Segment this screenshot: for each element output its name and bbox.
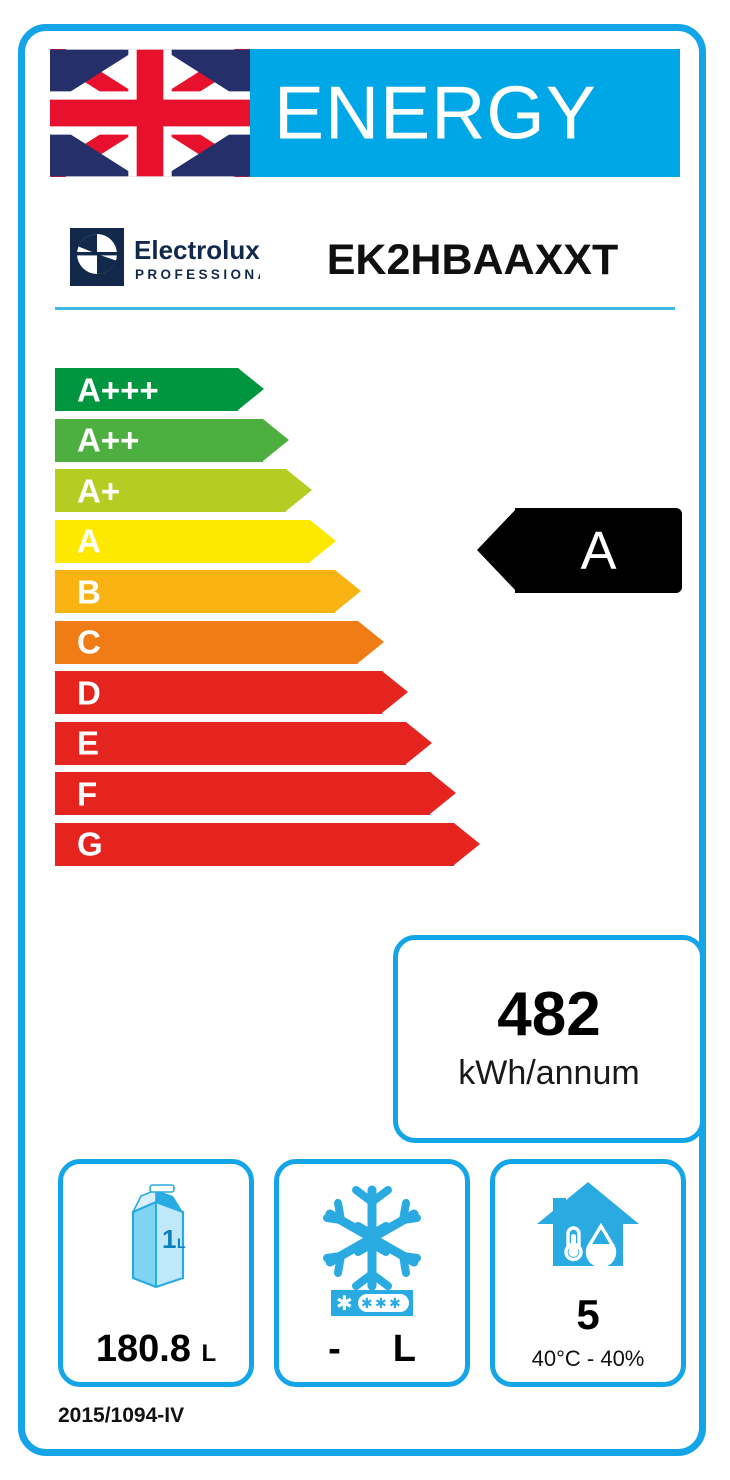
energy-class-bar-body <box>55 418 263 462</box>
energy-class-bar: F <box>55 772 695 815</box>
svg-text:✱: ✱ <box>361 1295 373 1311</box>
svg-text:✱: ✱ <box>336 1293 353 1315</box>
rating-arrow-tip <box>477 508 517 592</box>
annual-consumption-box: 482 kWh/annum <box>393 935 705 1143</box>
energy-class-bar: B <box>55 570 695 613</box>
freezer-volume-box: ✱ ✱ ✱ ✱ -L <box>274 1159 470 1387</box>
fridge-volume-box: 1 L 180.8 L <box>58 1159 254 1387</box>
energy-class-label: F <box>77 775 98 812</box>
freezer-star-rating-badge: ✱ ✱ ✱ ✱ <box>279 1290 465 1316</box>
energy-class-label: C <box>77 623 101 661</box>
svg-text:Electrolux: Electrolux <box>134 235 260 265</box>
climate-class-value: 5 <box>576 1291 600 1338</box>
energy-class-bar: A+ <box>55 469 695 512</box>
svg-text:L: L <box>177 1235 186 1251</box>
freezer-volume-number: - <box>328 1328 341 1370</box>
model-name: EK2HBAAXXT <box>326 235 619 284</box>
energy-class-bar-body <box>55 620 358 664</box>
energy-word-band: ENERGY <box>250 49 680 177</box>
fridge-volume-value: 180.8 L <box>63 1330 249 1368</box>
energy-class-bar-tip <box>238 368 264 410</box>
energy-class-bar: A++ <box>55 418 695 462</box>
energy-class-bar: D <box>55 671 695 714</box>
svg-text:1: 1 <box>162 1224 176 1254</box>
milk-carton-icon: 1 L <box>63 1178 249 1298</box>
freezer-volume-unit: L <box>392 1328 416 1370</box>
energy-class-bar-tip <box>263 418 289 461</box>
energy-label: ENERGY Electrolux PROFESSIONAL EK2HBAAXX… <box>18 24 706 1456</box>
energy-class-scale: A+++ A++ A+ A B C D E F G <box>55 368 695 888</box>
energy-class-bar-tip <box>335 570 361 612</box>
energy-class-label: B <box>77 573 101 610</box>
energy-class-bar-body <box>55 822 454 866</box>
energy-class-bar-tip <box>406 721 432 764</box>
energy-class-bar: G <box>55 822 695 866</box>
freezer-volume-value: -L <box>279 1330 465 1368</box>
energy-class-bar-tip <box>310 519 336 562</box>
energy-class-bar-body <box>55 519 310 563</box>
energy-class-bar-body <box>55 721 406 765</box>
energy-class-label: E <box>77 724 100 762</box>
energy-class-bar: C <box>55 620 695 664</box>
brand-row: Electrolux PROFESSIONAL EK2HBAAXXT <box>50 217 680 303</box>
energy-class-label: G <box>77 825 103 863</box>
energy-class-bar-body <box>55 469 286 512</box>
energy-class-label: A+++ <box>77 371 159 408</box>
fridge-volume-unit: L <box>201 1340 217 1367</box>
climate-class-box: 5 40°C - 40% <box>490 1159 686 1387</box>
svg-text:PROFESSIONAL: PROFESSIONAL <box>135 267 260 282</box>
regulation-reference: 2015/1094-IV <box>58 1404 185 1427</box>
energy-class-bar-body <box>55 772 430 815</box>
annual-consumption-unit: kWh/annum <box>458 1054 640 1093</box>
annual-consumption-value: 482 <box>497 980 601 1050</box>
rating-arrow-body <box>515 508 682 593</box>
energy-class-bar-tip <box>358 620 384 663</box>
energy-class-bar-tip <box>454 822 480 865</box>
climate-class-conditions: 40°C - 40% <box>531 1346 645 1371</box>
energy-class-bar: E <box>55 721 695 765</box>
electrolux-professional-logo: Electrolux PROFESSIONAL <box>70 225 279 291</box>
energy-word: ENERGY <box>274 70 597 155</box>
energy-class-label: A++ <box>77 421 140 459</box>
energy-class-bar-tip <box>382 671 408 713</box>
energy-class-bar: A <box>55 519 695 563</box>
snowflake-icon <box>279 1178 465 1298</box>
svg-text:✱: ✱ <box>375 1295 387 1311</box>
rating-arrow: A <box>477 508 682 593</box>
energy-class-bar: A+++ <box>55 368 695 411</box>
fridge-volume-number: 180.8 <box>95 1328 191 1370</box>
rating-value: A <box>580 520 617 581</box>
energy-class-bar-body <box>55 570 335 613</box>
energy-class-bar-tip <box>286 469 312 511</box>
header-divider <box>55 307 675 310</box>
label-header: ENERGY <box>50 49 680 177</box>
energy-class-bar-body <box>55 671 382 714</box>
energy-class-bar-body <box>55 368 238 411</box>
union-jack-flag-icon <box>50 49 250 177</box>
energy-class-bar-tip <box>430 772 456 814</box>
energy-class-label: A <box>77 522 101 560</box>
svg-text:✱: ✱ <box>389 1295 401 1311</box>
energy-class-label: D <box>77 674 101 711</box>
energy-class-label: A+ <box>77 472 121 509</box>
house-thermometer-droplet-icon <box>495 1174 681 1274</box>
